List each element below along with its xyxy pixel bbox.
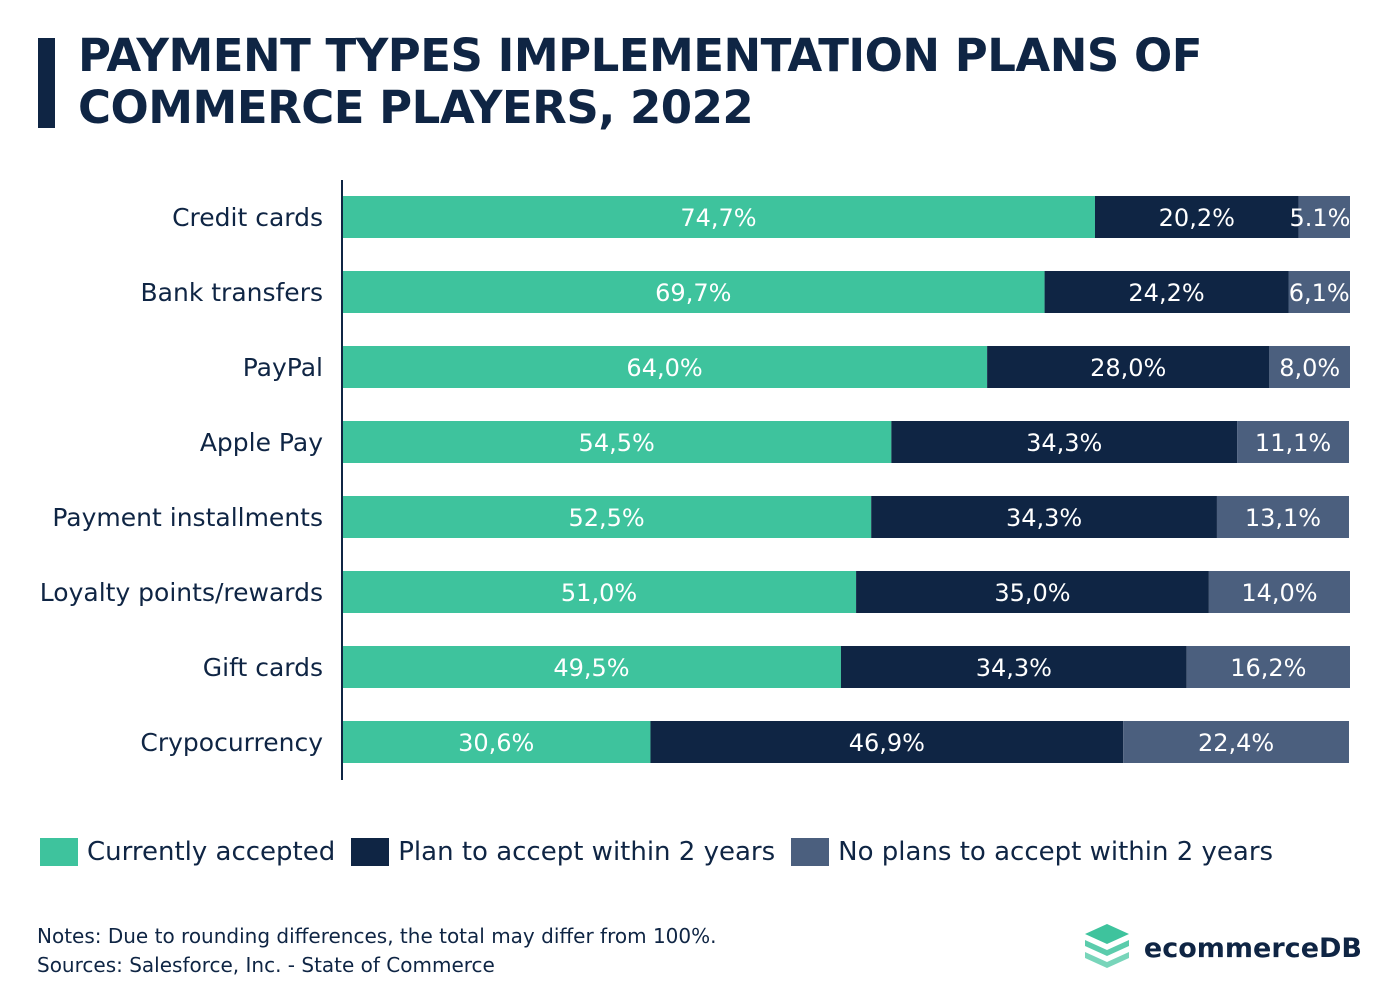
data-label: 34,3%: [1026, 429, 1102, 457]
bar-segment: [342, 496, 872, 538]
bar-segment: [1044, 271, 1289, 313]
legend-item-plan-to-accept: Plan to accept within 2 years: [351, 837, 775, 867]
bar-segment: [871, 496, 1217, 538]
bar-segment: [342, 346, 988, 388]
bar-segment: [1186, 646, 1350, 688]
chart-title: PAYMENT TYPES IMPLEMENTATION PLANS OF CO…: [78, 29, 1202, 134]
bar-segment: [856, 571, 1209, 613]
data-label: 28,0%: [1090, 354, 1166, 382]
category-label: Gift cards: [203, 653, 323, 682]
title-accent-bar: [38, 38, 55, 128]
data-label: 52,5%: [568, 504, 644, 532]
bar-segment: [342, 571, 857, 613]
footnotes: Notes: Due to rounding differences, the …: [37, 922, 716, 980]
data-label: 69,7%: [655, 279, 731, 307]
data-label: 20,2%: [1159, 204, 1235, 232]
data-label: 24,2%: [1128, 279, 1204, 307]
brand: ecommerceDB: [1082, 922, 1362, 974]
legend-label: Plan to accept within 2 years: [398, 837, 776, 867]
legend-swatch: [351, 838, 390, 866]
data-label: 22,4%: [1198, 729, 1274, 757]
category-label: PayPal: [243, 353, 323, 382]
bar-segment: [1298, 196, 1350, 238]
data-label: 13,1%: [1245, 504, 1321, 532]
legend: Currently accepted Plan to accept within…: [40, 832, 1289, 872]
data-label: 49,5%: [553, 654, 629, 682]
data-label: 14,0%: [1241, 579, 1317, 607]
data-label: 6,1%: [1289, 279, 1350, 307]
bar-segment: [891, 421, 1238, 463]
bar-segment: [342, 271, 1045, 313]
bar-segment: [342, 421, 892, 463]
bar-segment: [342, 646, 841, 688]
category-label: Bank transfers: [141, 278, 324, 307]
bar-segment: [1123, 721, 1349, 763]
category-label: Loyalty points/rewards: [40, 578, 323, 607]
legend-swatch: [40, 838, 78, 866]
legend-label: No plans to accept within 2 years: [838, 837, 1274, 867]
bar-segment: [1237, 421, 1349, 463]
ecommercedb-logo-icon: [1084, 924, 1129, 968]
brand-name: ecommerceDB: [1143, 932, 1362, 964]
data-label: 5.1%: [1290, 204, 1351, 232]
data-label: 30,6%: [458, 729, 534, 757]
data-label: 46,9%: [849, 729, 925, 757]
data-label: 34,3%: [1006, 504, 1082, 532]
bar-segment: [342, 721, 651, 763]
bar-segment: [1094, 196, 1299, 238]
legend-swatch: [791, 838, 830, 866]
legend-item-currently-accepted: Currently accepted: [40, 837, 335, 867]
data-label: 35,0%: [994, 579, 1070, 607]
notes-text: Notes: Due to rounding differences, the …: [37, 924, 717, 948]
data-label: 8,0%: [1279, 354, 1340, 382]
bar-segment: [650, 721, 1124, 763]
data-label: 51,0%: [561, 579, 637, 607]
data-label: 64,0%: [626, 354, 702, 382]
bar-segment: [1216, 496, 1349, 538]
bar-segment: [987, 346, 1270, 388]
data-label: 11,1%: [1255, 429, 1331, 457]
sources-text: Sources: Salesforce, Inc. - State of Com…: [37, 953, 495, 977]
category-label: Payment installments: [52, 503, 323, 532]
data-label: 54,5%: [579, 429, 655, 457]
bar-segment: [342, 196, 1095, 238]
bar-segment: [1269, 346, 1350, 388]
category-label: Apple Pay: [200, 428, 323, 457]
category-label: Credit cards: [172, 203, 323, 232]
data-label: 16,2%: [1230, 654, 1306, 682]
bar-segment: [840, 646, 1187, 688]
bar-segment: [1208, 571, 1350, 613]
stacked-bar-chart: Credit cards 74,7% 20,2% 5.1% Bank transfers…: [40, 180, 1351, 780]
category-label: Crypocurrency: [140, 728, 323, 757]
bar-segment: [1288, 271, 1350, 313]
data-label: 74,7%: [680, 204, 756, 232]
data-label: 34,3%: [976, 654, 1052, 682]
legend-item-no-plans: No plans to accept within 2 years: [791, 837, 1273, 867]
legend-label: Currently accepted: [87, 837, 336, 867]
